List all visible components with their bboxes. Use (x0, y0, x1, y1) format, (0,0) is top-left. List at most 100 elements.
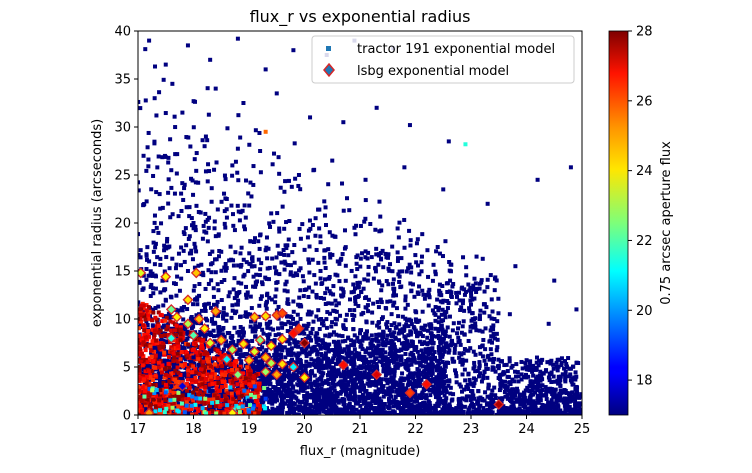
density-point (251, 274, 256, 279)
density-point (194, 168, 199, 173)
density-point (429, 363, 434, 368)
density-point (526, 398, 531, 403)
density-point (439, 312, 444, 317)
density-point (352, 391, 357, 396)
density-point (518, 408, 523, 413)
density-point (94, 406, 98, 410)
density-point (343, 278, 348, 283)
density-point (230, 303, 235, 308)
density-point (131, 340, 135, 344)
density-point (152, 141, 157, 146)
density-point (99, 387, 103, 391)
density-point (219, 381, 224, 386)
density-point (448, 278, 453, 283)
density-point (496, 311, 501, 316)
density-point (247, 261, 252, 266)
density-point (173, 125, 178, 130)
density-point (324, 317, 329, 322)
density-point (154, 225, 159, 230)
density-point (497, 396, 502, 401)
density-point (321, 356, 326, 361)
density-point (447, 402, 452, 407)
density-point (336, 301, 341, 306)
density-point (110, 373, 114, 377)
density-point (264, 363, 269, 368)
density-point (559, 398, 564, 403)
density-point (280, 407, 285, 412)
density-point (449, 293, 454, 298)
density-point (93, 350, 97, 354)
density-point (278, 185, 283, 190)
density-point (212, 257, 217, 262)
density-point (314, 247, 319, 252)
density-point (376, 320, 381, 325)
density-point (256, 239, 261, 244)
density-point (164, 361, 169, 366)
density-point (309, 310, 314, 315)
density-point (319, 399, 324, 404)
density-point (488, 273, 493, 278)
density-point (363, 332, 368, 337)
density-point (514, 408, 519, 413)
density-point (138, 255, 143, 260)
density-point (461, 319, 466, 324)
density-point (493, 369, 498, 374)
density-point (507, 408, 512, 413)
density-point (365, 392, 370, 397)
density-point (412, 399, 417, 404)
density-point (460, 372, 465, 377)
density-point (323, 266, 328, 271)
density-point (100, 349, 104, 353)
density-point (190, 257, 195, 262)
density-point (365, 303, 370, 308)
density-point (558, 383, 563, 388)
density-point (440, 354, 445, 359)
density-point (399, 393, 404, 398)
density-point (117, 370, 121, 374)
density-point (444, 396, 449, 401)
density-point (267, 295, 272, 300)
density-point (355, 280, 360, 285)
density-point (365, 278, 370, 283)
density-point (116, 357, 120, 361)
density-point (386, 397, 391, 402)
density-point (558, 391, 563, 396)
density-point (408, 332, 413, 337)
density-point (420, 334, 425, 339)
density-point (436, 320, 441, 325)
density-point (206, 225, 211, 230)
density-point (133, 355, 137, 359)
density-point (333, 409, 338, 414)
density-point (193, 297, 198, 302)
density-point (477, 345, 482, 350)
density-point (425, 342, 430, 347)
density-point (268, 224, 273, 229)
density-point (567, 366, 572, 371)
density-point (127, 339, 131, 343)
density-point (275, 398, 280, 403)
density-point (92, 337, 96, 341)
density-point (400, 412, 405, 415)
density-point (166, 160, 171, 165)
density-point (368, 367, 373, 372)
density-point (354, 223, 359, 228)
density-point (184, 205, 189, 210)
density-point (271, 412, 276, 415)
density-point (389, 332, 394, 337)
density-point (508, 399, 513, 404)
density-point (146, 130, 151, 135)
density-point (426, 303, 431, 308)
density-point (249, 194, 254, 199)
density-point (511, 405, 516, 410)
density-point (417, 284, 422, 289)
density-point (388, 346, 393, 351)
density-point (449, 406, 454, 411)
density-point (266, 322, 271, 327)
density-point (318, 276, 323, 281)
density-point (213, 234, 218, 239)
density-point (401, 405, 406, 410)
density-point (328, 403, 333, 408)
density-point (246, 269, 251, 274)
density-point (344, 411, 349, 415)
density-point (387, 328, 392, 333)
